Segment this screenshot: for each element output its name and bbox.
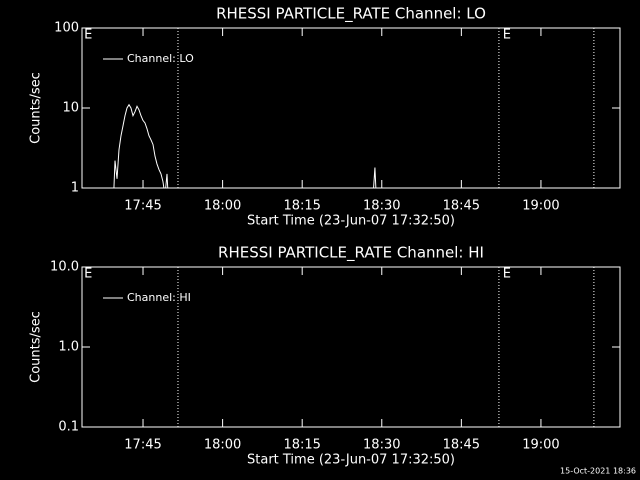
y-axis-label: Counts/sec [29, 311, 44, 383]
x-axis-label: Start Time (23-Jun-07 17:32:50) [247, 214, 455, 229]
annotation: E [84, 28, 92, 43]
x-tick-label: 17:45 [124, 199, 161, 214]
y-tick-label: 100 [54, 21, 79, 36]
x-tick-label: 19:00 [522, 199, 559, 214]
y-tick-label: 10 [62, 101, 79, 116]
x-tick-label: 18:45 [443, 438, 480, 453]
timestamp: 15-Oct-2021 18:36 [560, 467, 636, 476]
y-tick-label: 1.0 [58, 340, 79, 355]
x-tick-label: 18:30 [363, 199, 400, 214]
y-tick-label: 10.0 [50, 260, 79, 275]
x-axis-label: Start Time (23-Jun-07 17:32:50) [247, 453, 455, 468]
legend-label: Channel: HI [127, 291, 191, 304]
x-tick-label: 17:45 [124, 438, 161, 453]
annotation: E [84, 267, 92, 282]
chart-title: RHESSI PARTICLE_RATE Channel: HI [218, 244, 484, 263]
x-tick-label: 19:00 [522, 438, 559, 453]
annotation: E [503, 28, 511, 43]
x-tick-label: 18:00 [204, 438, 241, 453]
x-tick-label: 18:15 [283, 438, 320, 453]
data-line [113, 103, 377, 188]
y-tick-label: 1 [71, 181, 79, 196]
y-tick-label: 0.1 [58, 420, 79, 435]
annotation: E [503, 267, 511, 282]
legend-label: Channel: LO [127, 52, 194, 65]
x-tick-label: 18:30 [363, 438, 400, 453]
y-axis-label: Counts/sec [29, 72, 44, 144]
x-tick-label: 18:45 [443, 199, 480, 214]
x-tick-label: 18:15 [283, 199, 320, 214]
x-tick-label: 18:00 [204, 199, 241, 214]
chart-title: RHESSI PARTICLE_RATE Channel: LO [216, 5, 486, 24]
